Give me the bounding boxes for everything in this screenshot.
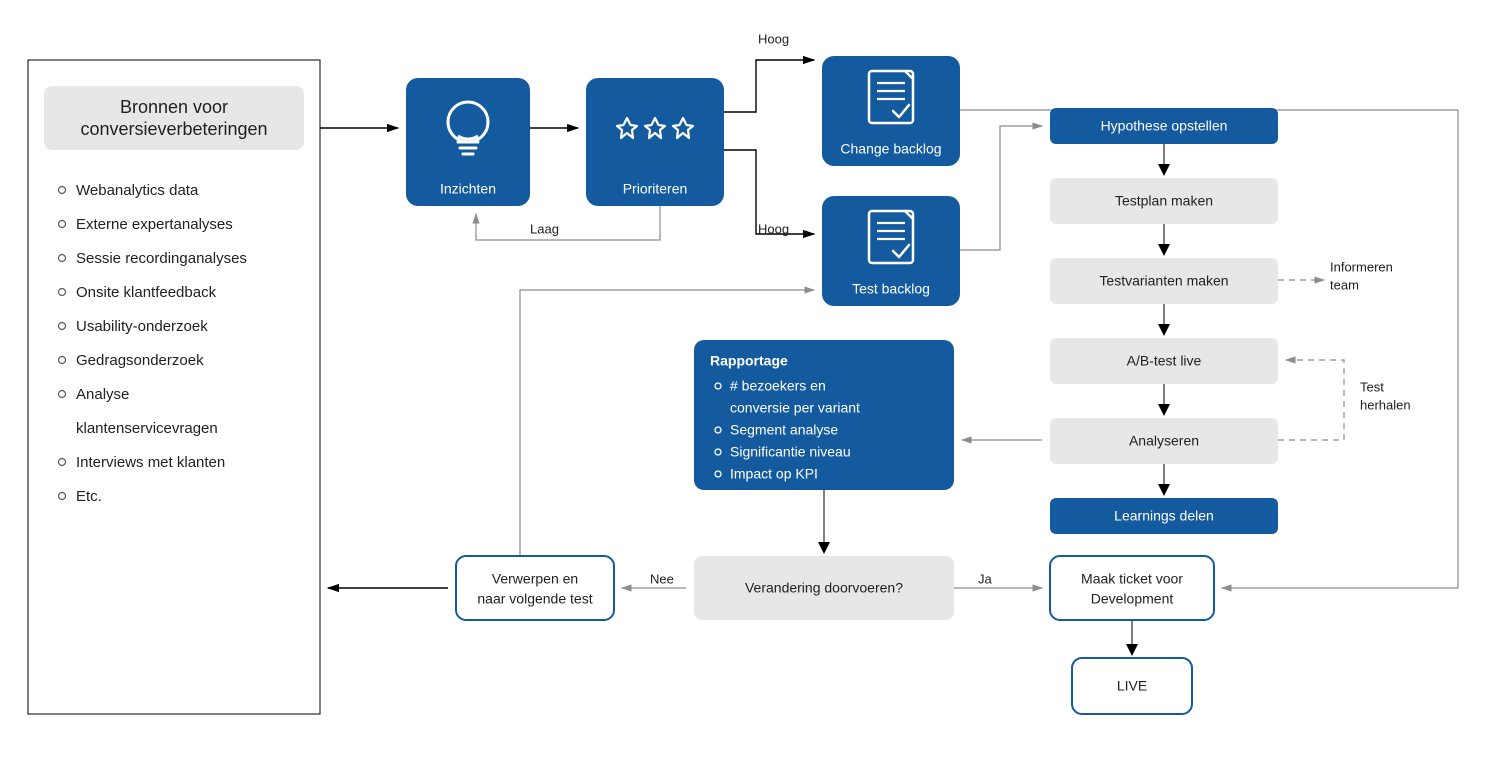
- node-label: Testplan maken: [1115, 193, 1213, 209]
- panel-item: Significantie niveau: [730, 444, 851, 460]
- side-label-testHerhalen-1: Test: [1360, 379, 1384, 394]
- node-label: Prioriteren: [623, 181, 688, 197]
- node-label: Change backlog: [840, 141, 941, 157]
- edge-label-hoogTop: Hoog: [758, 31, 789, 46]
- side-label-informeren-1: Informeren: [1330, 259, 1393, 274]
- edge-label-ja: Ja: [978, 571, 993, 586]
- node-abtest: A/B-test live: [1050, 338, 1278, 384]
- sources-item: Webanalytics data: [76, 182, 199, 199]
- sources-item: Interviews met klanten: [76, 454, 225, 471]
- sources-header-line1: Bronnen voor: [120, 97, 228, 117]
- node-testplan: Testplan maken: [1050, 178, 1278, 224]
- node-label: LIVE: [1117, 678, 1147, 694]
- sources-item: Externe expertanalyses: [76, 216, 233, 233]
- node-live: LIVE: [1072, 658, 1192, 714]
- node-changeBacklog: Change backlog: [822, 56, 960, 166]
- node-label: Hypothese opstellen: [1101, 118, 1228, 134]
- edge-test-to-hypothese: [960, 126, 1042, 250]
- edge-prioriteren-to-laag-back: [476, 206, 660, 240]
- sources-box: Bronnen voorconversieverbeteringen Webana…: [28, 60, 320, 714]
- node-ticket: Maak ticket voor Development: [1050, 556, 1214, 620]
- side-label-testHerhalen-2: herhalen: [1360, 397, 1411, 412]
- node-label-line1: Verwerpen en: [492, 571, 578, 587]
- edge-herhalen-loop: [1278, 360, 1344, 440]
- node-label-line2: naar volgende test: [477, 591, 592, 607]
- sources-item: Etc.: [76, 488, 102, 505]
- node-label: Test backlog: [852, 281, 930, 297]
- node-verwerpen: Verwerpen en naar volgende test: [456, 556, 614, 620]
- edge-label-nee: Nee: [650, 571, 674, 586]
- panel-item: # bezoekers en: [730, 378, 826, 394]
- sources-item: Analyse: [76, 386, 129, 403]
- side-label-informeren-2: team: [1330, 277, 1359, 292]
- node-learnings: Learnings delen: [1050, 498, 1278, 534]
- sources-item: Usability-onderzoek: [76, 318, 208, 335]
- node-hypothese: Hypothese opstellen: [1050, 108, 1278, 144]
- node-label: Learnings delen: [1114, 508, 1214, 524]
- sources-item: Onsite klantfeedback: [76, 284, 217, 301]
- node-rapportage: Rapportage # bezoekers en conversie per va…: [694, 340, 954, 490]
- node-label: Analyseren: [1129, 433, 1199, 449]
- node-testBacklog: Test backlog: [822, 196, 960, 306]
- panel-item: Impact op KPI: [730, 466, 818, 482]
- panel-title: Rapportage: [710, 353, 788, 369]
- edge-label-hoogBottom: Hoog: [758, 221, 789, 236]
- node-testvarianten: Testvarianten maken: [1050, 258, 1278, 304]
- edge-prioriteren-to-change: [724, 60, 814, 112]
- panel-item: conversie per variant: [730, 400, 860, 416]
- sources-item: klantenservicevragen: [76, 420, 218, 437]
- node-label: A/B-test live: [1127, 353, 1202, 369]
- node-decision: Verandering doorvoeren?: [694, 556, 954, 620]
- panel-item: Segment analyse: [730, 422, 838, 438]
- sources-item: Gedragsonderzoek: [76, 352, 204, 369]
- flowchart-canvas: Bronnen voorconversieverbeteringen Webana…: [0, 0, 1486, 758]
- edge-label-laag: Laag: [530, 221, 559, 236]
- node-label: Inzichten: [440, 181, 496, 197]
- node-label: Verandering doorvoeren?: [745, 580, 903, 596]
- node-analyseren: Analyseren: [1050, 418, 1278, 464]
- node-prioriteren: Prioriteren: [586, 78, 724, 206]
- node-label-line1: Maak ticket voor: [1081, 571, 1183, 587]
- nodes-layer: Inzichten Prioriteren Change backlog Test b…: [406, 56, 1278, 714]
- node-label-line2: Development: [1091, 591, 1174, 607]
- sources-item: Sessie recordinganalyses: [76, 250, 247, 267]
- node-label: Testvarianten maken: [1099, 273, 1228, 289]
- sources-header-line2: conversieverbeteringen: [80, 119, 267, 139]
- node-inzichten: Inzichten: [406, 78, 530, 206]
